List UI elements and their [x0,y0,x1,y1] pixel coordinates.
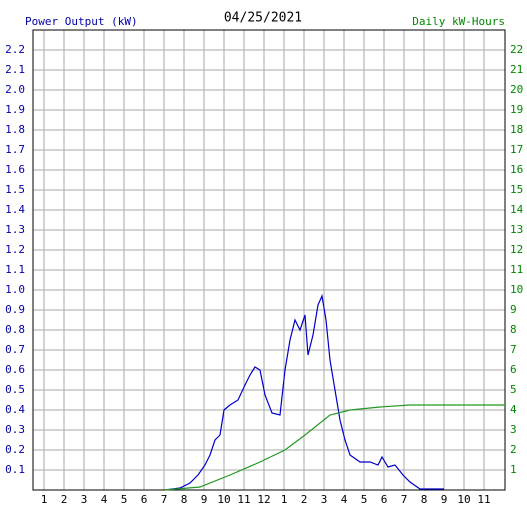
y-tick-label: 1.5 [5,183,25,196]
y2-tick-label: 9 [510,303,517,316]
y2-tick-label: 12 [510,243,523,256]
y-tick-label: 2.0 [5,83,25,96]
x-tick-label: 4 [341,493,348,506]
x-tick-label: 7 [401,493,408,506]
y-axis-label: Power Output (kW) [25,15,138,28]
x-tick-label: 11 [477,493,490,506]
y2-tick-label: 16 [510,163,523,176]
x-tick-label: 4 [101,493,108,506]
y-tick-label: 1.1 [5,263,25,276]
chart-title: 04/25/2021 [224,11,302,26]
y2-tick-label: 13 [510,223,523,236]
x-tick-label: 8 [421,493,428,506]
x-tick-label: 11 [237,493,250,506]
y2-tick-label: 8 [510,323,517,336]
y2-tick-label: 19 [510,103,523,116]
y-tick-label: 0.7 [5,343,25,356]
y-tick-label: 2.2 [5,43,25,56]
y-tick-label: 0.9 [5,303,25,316]
x-tick-label: 10 [217,493,230,506]
data-line [164,293,444,491]
y2-tick-label: 17 [510,143,523,156]
x-tick-label: 6 [381,493,388,506]
y-tick-label: 1.4 [5,203,25,216]
x-tick-label: 5 [361,493,368,506]
y-tick-label: 0.6 [5,363,25,376]
y-tick-label: 1.3 [5,223,25,236]
y-tick-label: 0.4 [5,403,25,416]
y2-tick-label: 18 [510,123,523,136]
y2-tick-label: 5 [510,383,517,396]
y2-tick-label: 7 [510,343,517,356]
y-tick-label: 0.2 [5,443,25,456]
y2-tick-label: 21 [510,63,523,76]
x-tick-label: 10 [457,493,470,506]
y-tick-label: 0.1 [5,463,25,476]
x-tick-label: 9 [441,493,448,506]
y-tick-label: 1.6 [5,163,25,176]
plot-border [32,29,506,491]
y2-axis-label: Daily kW-Hours [412,15,505,28]
y2-tick-label: 3 [510,423,517,436]
x-tick-label: 3 [81,493,88,506]
y2-tick-label: 6 [510,363,517,376]
y-tick-label: 0.8 [5,323,25,336]
y2-tick-label: 4 [510,403,517,416]
y2-tick-label: 15 [510,183,523,196]
y-tick-label: 1.0 [5,283,25,296]
y-tick-label: 2.1 [5,63,25,76]
y2-tick-label: 2 [510,443,517,456]
x-tick-label: 2 [61,493,68,506]
y2-tick-label: 14 [510,203,524,216]
y-tick-label: 1.9 [5,103,25,116]
x-tick-label: 8 [181,493,188,506]
x-tick-label: 5 [121,493,128,506]
x-tick-label: 6 [141,493,148,506]
x-tick-label: 7 [161,493,168,506]
x-tick-label: 3 [321,493,328,506]
y-tick-label: 0.3 [5,423,25,436]
x-tick-label: 1 [281,493,288,506]
x-tick-label: 12 [257,493,270,506]
y2-tick-label: 22 [510,43,523,56]
x-tick-label: 9 [201,493,208,506]
y2-tick-label: 10 [510,283,523,296]
x-tick-label: 1 [41,493,48,506]
y-tick-label: 1.8 [5,123,25,136]
y2-tick-label: 11 [510,263,523,276]
x-tick-label: 2 [301,493,308,506]
y-tick-label: 1.2 [5,243,25,256]
y2-tick-label: 1 [510,463,517,476]
data-line [164,404,505,491]
y-tick-label: 0.5 [5,383,25,396]
y-tick-label: 1.7 [5,143,25,156]
y2-tick-label: 20 [510,83,523,96]
